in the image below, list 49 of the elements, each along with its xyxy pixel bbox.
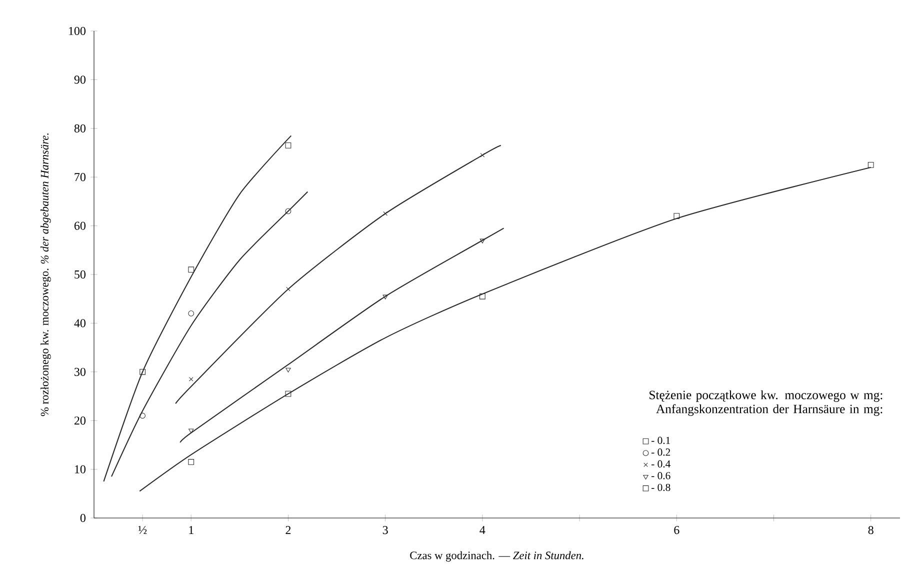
point: [868, 162, 874, 168]
line-series: [175, 144, 502, 404]
y-tick-label: 40: [74, 319, 86, 328]
point: [188, 310, 194, 316]
point: [285, 390, 292, 397]
y-tick-label: 50: [74, 270, 86, 279]
line-series: [103, 135, 292, 482]
point: [140, 412, 146, 419]
x-tick-label: 4: [480, 526, 486, 534]
point: [674, 213, 680, 219]
legend-label: - 0.2: [651, 448, 670, 456]
point: [286, 286, 290, 292]
x-tick-label: 1: [189, 526, 194, 534]
x-tick-label: 8: [868, 526, 874, 534]
point: [383, 211, 388, 216]
point: [480, 238, 486, 244]
x-axis-title: Czas w godzinach. — Zeit in Stunden.: [410, 551, 584, 562]
y-tick-label: 30: [74, 368, 86, 376]
point: [480, 153, 485, 158]
y-tick-label: 80: [74, 124, 86, 132]
y-tick-label: 20: [74, 416, 86, 425]
y-tick-label: 70: [74, 173, 86, 182]
point: [285, 142, 292, 148]
point: [188, 266, 194, 273]
y-tick-label: 10: [75, 465, 86, 474]
line-series: [180, 228, 504, 444]
legend-label: - 0.8: [651, 484, 670, 492]
point: [480, 293, 486, 300]
x-tick-label: ½: [138, 526, 147, 534]
point: [382, 294, 388, 300]
y-tick-label: 0: [80, 514, 86, 522]
x-tick-label: 3: [382, 526, 388, 534]
line-series: [110, 191, 308, 478]
x-tick-label: 6: [674, 526, 680, 534]
y-tick-label: 100: [69, 26, 86, 36]
y-tick-label: 60: [74, 222, 86, 230]
y-axis-title: % rozłożonego kw. moczowego. % der abgebauten Harnsäre.: [40, 134, 51, 416]
point: [285, 208, 292, 214]
y-tick-label: 90: [74, 76, 86, 84]
x-tick-label: 2: [286, 526, 291, 534]
point: [188, 428, 194, 434]
legend-label: - 0.1: [651, 436, 670, 444]
legend-label: - 0.4: [651, 460, 670, 468]
point: [286, 368, 291, 372]
point: [188, 377, 194, 382]
legend-label: - 0.6: [651, 472, 670, 480]
legend-title: Stężenie początkowe kw. moczowego w mg: Anfangskonzentration der Harnsäure in mg:: [650, 390, 882, 416]
point: [188, 459, 194, 465]
point: [140, 368, 146, 375]
